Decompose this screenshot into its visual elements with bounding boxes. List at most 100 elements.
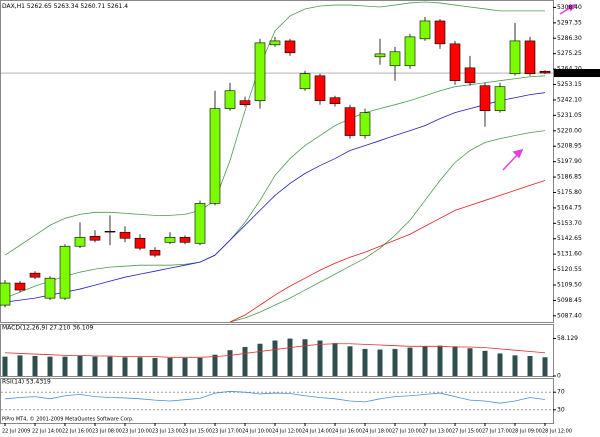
last-open: 5262.65 <box>27 3 52 10</box>
x-tick-label: 23 Jul 17:00 <box>212 429 242 435</box>
macd-bar <box>272 340 278 376</box>
x-tick-label: 24 Jul 10:00 <box>242 429 272 435</box>
x-tick-label: 24 Jul 16:00 <box>332 429 362 435</box>
y-tick-label: 70 <box>557 389 565 396</box>
y-tick-label: 5253.15 <box>557 81 582 88</box>
macd-bar <box>242 346 248 376</box>
macd-bar <box>482 350 488 376</box>
y-tick-label: 5275.25 <box>557 50 582 57</box>
candle-body <box>134 237 146 249</box>
macd-bar <box>437 345 443 376</box>
candle-body <box>449 43 461 81</box>
macd-bar <box>2 356 8 376</box>
y-tick-label: 5186.85 <box>557 174 582 181</box>
macd-bar <box>137 357 143 376</box>
macd-bar <box>287 338 293 376</box>
candle-body <box>44 277 56 299</box>
x-tick-label: 23 Jul 15:00 <box>182 429 212 435</box>
x-tick-label: 27 Jul 10:00 <box>392 429 422 435</box>
x-tick-label: 28 Jul 12:00 <box>542 429 572 435</box>
macd-bar <box>422 346 428 376</box>
candle-body <box>494 86 506 111</box>
candle-body <box>329 97 341 105</box>
last-price-label: 5261.4 <box>557 70 578 77</box>
candle-body <box>389 51 401 67</box>
y-tick-label: 0 <box>557 373 561 380</box>
candle-body <box>374 53 386 58</box>
y-tick-label: 5286.30 <box>557 35 582 42</box>
y-tick-label: 5220.00 <box>557 127 582 134</box>
macd-title: MACD(12,26,9) 27.210 36.109 <box>2 325 94 332</box>
macd-bar <box>377 349 383 376</box>
macd-bar <box>392 348 398 376</box>
y-tick-label: 5242.10 <box>557 96 582 103</box>
candle-body <box>344 107 356 136</box>
macd-bar <box>197 357 203 376</box>
candle-body <box>284 40 296 54</box>
candle-body <box>209 108 221 204</box>
indicator-line <box>4 1 545 256</box>
candle-body <box>419 20 431 40</box>
rsi-panel <box>0 378 554 424</box>
macd-bar <box>302 339 308 376</box>
macd-bar <box>467 348 473 376</box>
y-tick-label: 5297.35 <box>557 19 582 26</box>
x-tick-label: 24 Jul 18:00 <box>362 429 392 435</box>
y-tick-label: 5175.80 <box>557 189 582 196</box>
candle-body <box>0 282 11 306</box>
x-tick-label: 28 Jul 09:00 <box>512 429 542 435</box>
y-tick-label: 5153.70 <box>557 220 582 227</box>
indicator-line <box>4 75 546 299</box>
y-tick-label: 5131.60 <box>557 251 582 258</box>
macd-bar <box>122 357 128 376</box>
candle-body <box>239 100 251 105</box>
rsi-line <box>4 390 546 404</box>
macd-bar <box>497 353 503 376</box>
arrow-top <box>559 3 577 15</box>
symbol: DAX,H1 <box>2 3 25 10</box>
indicator-line <box>229 180 546 323</box>
candle-body <box>29 272 41 278</box>
candle-body <box>464 67 476 84</box>
macd-bar <box>77 356 83 376</box>
candle-body <box>179 236 191 243</box>
x-tick-label: 22 Jul 16:00 <box>62 429 92 435</box>
x-tick-label: 22 Jul 2009 <box>2 429 30 435</box>
macd-bar <box>47 356 53 376</box>
chart-title: DAX,H1 5262.65 5263.34 5260.71 5261.4 <box>2 3 128 10</box>
x-tick-label: 27 Jul 17:00 <box>482 429 512 435</box>
candle-body <box>119 231 131 239</box>
candle-body <box>524 40 536 75</box>
last-low: 5260.71 <box>80 3 105 10</box>
candle-body <box>74 236 86 247</box>
macd-bar <box>257 343 263 376</box>
macd-bar <box>362 348 368 376</box>
x-tick-label: 27 Jul 15:00 <box>452 429 482 435</box>
indicator-line <box>4 92 546 303</box>
indicator-line <box>229 130 546 323</box>
x-tick-label: 24 Jul 14:00 <box>302 429 332 435</box>
macd-bar <box>32 356 38 376</box>
macd-bar <box>542 357 548 376</box>
y-tick-label: 5142.65 <box>557 235 582 242</box>
y-tick-label: 5087.40 <box>557 312 582 319</box>
y-tick-label: 5164.75 <box>557 204 582 211</box>
candle-body <box>404 36 416 67</box>
x-tick-label: 23 Jul 13:00 <box>152 429 182 435</box>
macd-bar <box>182 357 188 376</box>
macd-bar <box>107 356 113 376</box>
last-close: 5261.4 <box>107 3 128 10</box>
candle-body <box>104 230 116 233</box>
macd-bar <box>152 357 158 376</box>
signal-line <box>4 343 546 358</box>
y-tick-label: 5120.55 <box>557 266 582 273</box>
y-tick-label: 58.129 <box>557 335 578 342</box>
candle-body <box>164 236 176 243</box>
last-high: 5263.34 <box>54 3 79 10</box>
macd-bar <box>452 346 458 376</box>
y-tick-label: 5098.45 <box>557 297 582 304</box>
main-panel <box>0 0 554 323</box>
candle-body <box>59 245 71 299</box>
macd-bar <box>317 340 323 376</box>
